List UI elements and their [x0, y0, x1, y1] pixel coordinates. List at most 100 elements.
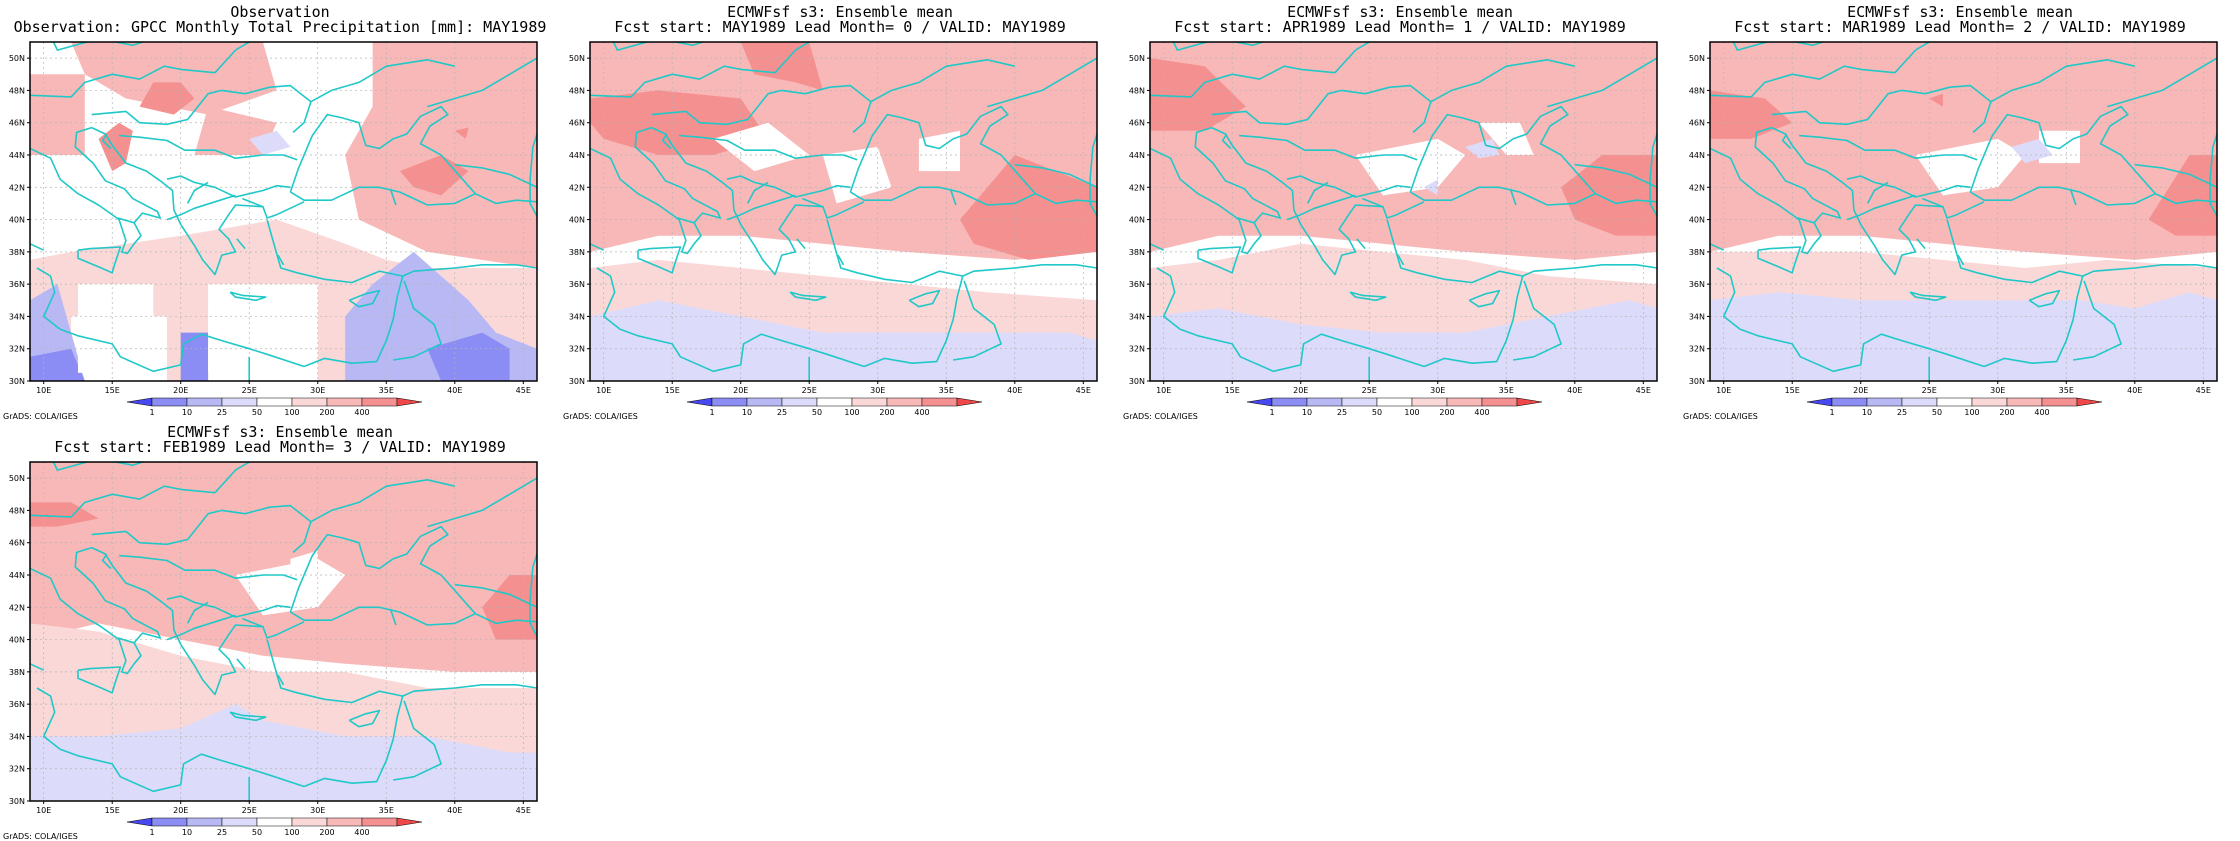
- colorbar-swatch: [1341, 397, 1378, 407]
- lat-tick-label: 46N: [9, 539, 25, 548]
- coastline: [30, 65, 216, 98]
- colorbar-label: 10: [182, 828, 192, 837]
- lat-tick-label: 30N: [9, 797, 25, 806]
- coastline: [1334, 42, 1371, 74]
- coastline: [726, 175, 851, 198]
- colorbar-swatch: [1866, 397, 1903, 407]
- colorbar-label: 1: [149, 408, 154, 417]
- lat-tick-label: 42N: [1129, 183, 1145, 192]
- colorbar-label: 400: [354, 828, 369, 837]
- lon-tick-label: 10E: [36, 806, 51, 815]
- colorbar-label: 10: [182, 408, 192, 417]
- lon-tick-label: 35E: [379, 386, 394, 395]
- colorbar-label: 100: [1404, 408, 1419, 417]
- panel-title: ECMWFsf s3: Ensemble mean: [1287, 3, 1513, 21]
- lat-tick-label: 38N: [1129, 248, 1145, 257]
- coastline: [91, 126, 182, 225]
- map-frame: [1709, 41, 2218, 382]
- grads-credit: GrADS: COLA/IGES: [1123, 412, 1198, 421]
- coastline: [389, 608, 397, 626]
- coastline: [2209, 133, 2217, 217]
- coastline: [1649, 133, 1657, 217]
- lon-tick-label: 30E: [1430, 386, 1445, 395]
- coastline: [1710, 126, 1841, 255]
- lon-tick-label: 10E: [596, 386, 611, 395]
- coastline: [30, 485, 216, 518]
- coastline: [726, 194, 796, 221]
- colorbar-label: 200: [1999, 408, 2014, 417]
- coastline: [1909, 291, 1947, 302]
- colorbar-swatch: [746, 397, 783, 407]
- precip-contour: [1710, 90, 1793, 139]
- panel-forecast-lead1: ECMWFsf s3: Ensemble mean Fcst start: AP…: [1120, 0, 1680, 421]
- lon-tick-label: 20E: [1293, 386, 1308, 395]
- lat-tick-label: 46N: [9, 119, 25, 128]
- colorbar-label: 400: [354, 408, 369, 417]
- coastline: [310, 58, 455, 103]
- coastline: [277, 674, 285, 686]
- colorbar-label: 400: [2034, 408, 2049, 417]
- colorbar-swatch: [2006, 397, 2043, 407]
- lat-tick-label: 40N: [1689, 216, 1705, 225]
- lon-tick-label: 25E: [1922, 386, 1937, 395]
- coastline: [214, 42, 251, 74]
- lat-tick-label: 46N: [569, 119, 585, 128]
- colorbar-label: 200: [879, 408, 894, 417]
- coastline: [402, 263, 537, 277]
- coastline: [1509, 188, 1517, 206]
- lat-tick-label: 48N: [1689, 86, 1705, 95]
- no-data-area: [208, 284, 318, 373]
- grads-credit: GrADS: COLA/IGES: [3, 832, 78, 841]
- coastline: [186, 181, 209, 204]
- coastline: [590, 65, 776, 98]
- colorbar-swatch: [1446, 397, 1483, 407]
- colorbar-swatch: [886, 397, 923, 407]
- coastline: [1468, 289, 1501, 308]
- coastline: [30, 243, 45, 251]
- colorbar-swatch: [361, 397, 398, 407]
- precipitation-map: 30N 32N 34N 36N 38N 40N 42N 44N 46N 48N 50N 10E 15E 2…: [1689, 41, 2218, 417]
- panel-subtitle: Fcst start: APR1989 Lead Month= 1 / VALI…: [1174, 18, 1626, 36]
- coastline: [36, 687, 305, 793]
- lon-tick-label: 20E: [173, 806, 188, 815]
- lat-tick-label: 48N: [9, 506, 25, 515]
- coastline: [596, 267, 865, 373]
- lon-tick-label: 25E: [242, 806, 257, 815]
- lat-tick-label: 50N: [569, 54, 585, 63]
- lon-tick-label: 15E: [1785, 386, 1800, 395]
- panel-forecast-lead0: ECMWFsf s3: Ensemble mean Fcst start: MA…: [560, 0, 1120, 421]
- coastline: [1894, 42, 1931, 74]
- colorbar-swatch: [1901, 397, 1938, 407]
- coastline: [1286, 175, 1411, 198]
- coastline: [1781, 133, 1792, 150]
- lat-tick-label: 40N: [569, 216, 585, 225]
- coastline: [1197, 246, 1242, 274]
- colorbar-arrow-low: [126, 817, 153, 827]
- coastline: [474, 612, 537, 625]
- coastline: [427, 57, 537, 108]
- lat-tick-label: 44N: [9, 571, 25, 580]
- coastline: [1757, 246, 1802, 274]
- lat-tick-label: 30N: [1689, 377, 1705, 386]
- lat-tick-label: 38N: [569, 248, 585, 257]
- panel-subtitle: Fcst start: MAR1989 Lead Month= 2 / VALI…: [1734, 18, 2186, 36]
- colorbar-swatch: [186, 817, 223, 827]
- map-frame: [1149, 41, 1658, 382]
- precip-contour: [590, 300, 1097, 381]
- panel-observation: Observation Observation: GPCC Monthly To…: [0, 0, 560, 422]
- colorbar-label: 25: [777, 408, 787, 417]
- lon-tick-label: 30E: [310, 386, 325, 395]
- shaded-field: [1710, 42, 2217, 381]
- shaded-field: [30, 462, 537, 801]
- coastline: [1211, 126, 1302, 225]
- lat-tick-label: 36N: [1689, 280, 1705, 289]
- coastline: [1512, 280, 1562, 361]
- colorbar-swatch: [921, 397, 958, 407]
- coastline: [1710, 65, 1896, 98]
- precip-contour: [2148, 155, 2217, 236]
- colorbar-swatch: [851, 397, 888, 407]
- coastline: [1969, 105, 2157, 206]
- colorbar-swatch: [291, 817, 328, 827]
- colorbar: 1 10 25 50 100 200 400: [126, 397, 423, 417]
- coastline: [30, 126, 161, 255]
